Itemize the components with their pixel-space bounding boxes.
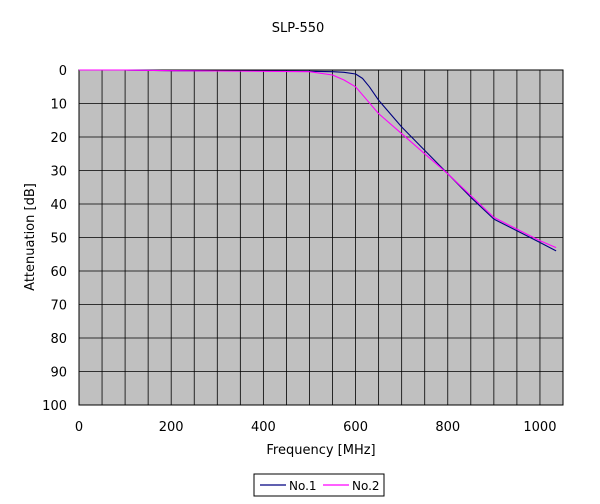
x-tick-label: 600 [343,420,368,435]
y-tick-label: 40 [50,198,67,213]
y-tick-label: 100 [42,399,67,414]
y-tick-label: 10 [50,98,67,113]
legend-label-no2: No.2 [352,479,380,493]
series-line-no2 [79,69,557,249]
y-tick-label: 50 [50,232,67,247]
x-tick-label: 200 [159,420,184,435]
x-tick-label: 0 [75,420,83,435]
x-axis-label: Frequency [MHz] [266,443,375,458]
y-axis-label: Attenuation [dB] [23,183,38,291]
y-tick-label: 30 [50,165,67,180]
chart-title: SLP-550 [272,21,325,36]
y-tick-label: 60 [50,265,67,280]
x-tick-label: 1000 [523,420,556,435]
y-tick-label: 80 [50,332,67,347]
legend-label-no1: No.1 [289,479,317,493]
y-tick-label: 90 [50,366,67,381]
legend: No.1 No.2 [253,473,385,497]
x-tick-label: 400 [251,420,276,435]
series-group [79,69,557,252]
y-tick-label: 70 [50,299,67,314]
x-tick-label: 800 [435,420,460,435]
legend-box [253,473,385,497]
y-tick-label: 20 [50,131,67,146]
grid [79,70,563,405]
y-axis-ticks: 0 10 20 30 40 50 60 70 80 90 100 [42,64,67,414]
y-tick-label: 0 [59,64,67,79]
x-axis-ticks: 0 200 400 600 800 1000 [75,420,557,435]
